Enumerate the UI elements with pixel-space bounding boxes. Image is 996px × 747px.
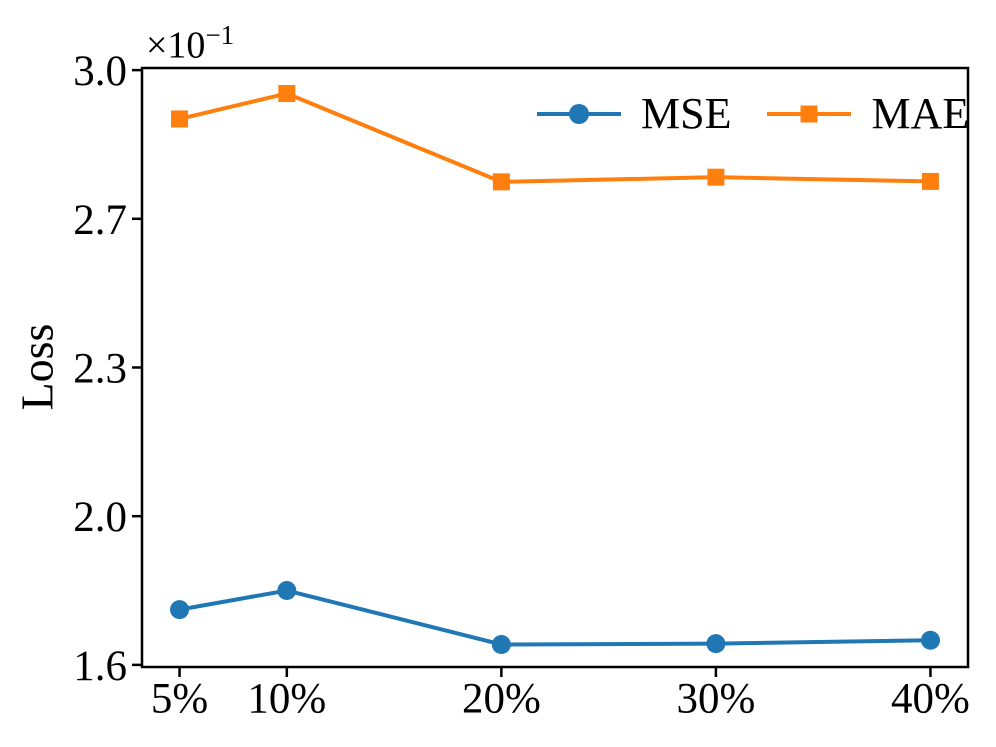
legend-line-mae: [767, 105, 852, 123]
offset-base: ×10: [146, 24, 206, 67]
y-tick-label: 2.3: [73, 346, 127, 393]
marker-mse-4: [920, 630, 940, 650]
marker-mse-3: [706, 634, 726, 654]
marker-mae-0: [171, 110, 189, 128]
marker-mae-4: [921, 172, 939, 190]
y-tick-label: 2.0: [73, 494, 127, 541]
series-line-mse: [179, 588, 931, 647]
y-axis-label: Loss: [11, 323, 63, 411]
legend-label-mse: MSE: [641, 89, 732, 138]
legend-label-mae: MAE: [871, 89, 970, 138]
x-tick-label: 20%: [462, 676, 541, 723]
marker-mse-1: [277, 581, 297, 601]
x-tick-label: 10%: [247, 676, 326, 723]
legend: MSE MAE: [537, 92, 969, 136]
square-marker-icon: [800, 105, 818, 123]
marker-mae-2: [492, 173, 510, 191]
y-tick-label: 2.7: [73, 197, 127, 244]
x-tick-label: 30%: [676, 676, 755, 723]
marker-mae-1: [278, 84, 296, 102]
marker-mae-3: [707, 168, 725, 186]
legend-item-mse: MSE: [537, 92, 731, 136]
axes-frame: [140, 66, 970, 669]
legend-line-mse: [537, 104, 621, 124]
x-tick-label: 40%: [891, 676, 970, 723]
legend-item-mae: MAE: [767, 92, 969, 136]
y-tick-label: 3.0: [73, 48, 127, 95]
circle-marker-icon: [569, 104, 589, 124]
x-tick-label: 5%: [151, 676, 208, 723]
offset-exponent: −1: [205, 20, 235, 50]
y-tick-label: 1.6: [73, 643, 127, 690]
y-axis-offset-text: ×10−1: [146, 20, 234, 68]
marker-mse-0: [170, 600, 190, 620]
marker-mse-2: [491, 634, 511, 654]
